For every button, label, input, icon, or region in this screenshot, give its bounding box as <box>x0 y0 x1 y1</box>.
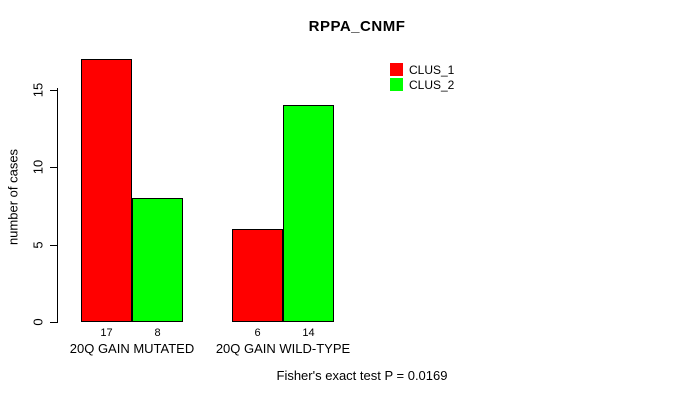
bar-value-label: 8 <box>154 327 161 339</box>
y-tick-label: 15 <box>30 82 46 98</box>
legend-item-clus_2: CLUS_2 <box>390 77 454 92</box>
legend-swatch-icon <box>390 78 403 91</box>
legend-label: CLUS_1 <box>409 62 455 77</box>
bar-value-label: 17 <box>100 327 113 339</box>
y-tick-mark <box>50 89 57 91</box>
legend-label: CLUS_2 <box>409 77 455 92</box>
legend-item-clus_1: CLUS_1 <box>390 62 454 77</box>
bar-clus_1-group1 <box>81 59 132 322</box>
y-tick-label: 0 <box>30 318 46 326</box>
y-tick-mark <box>50 322 57 323</box>
chart-title: RPPA_CNMF <box>308 18 406 35</box>
y-tick-mark <box>50 167 57 169</box>
bar-clus_2-group1 <box>132 198 183 322</box>
y-tick-mark <box>50 244 57 246</box>
x-category-label: 20Q GAIN MUTATED <box>69 341 195 356</box>
y-axis-line <box>57 88 58 323</box>
bar-clus_2-group2 <box>283 105 334 322</box>
bar-value-label: 14 <box>302 327 315 339</box>
x-category-label: 20Q GAIN WILD-TYPE <box>215 341 351 356</box>
y-tick-label: 10 <box>30 160 46 175</box>
annotation-text: Fisher's exact test P = 0.0169 <box>276 368 448 383</box>
bar-clus_1-group2 <box>232 229 283 322</box>
bar-value-label: 6 <box>254 327 261 339</box>
legend: CLUS_1 CLUS_2 <box>390 62 454 92</box>
y-axis-title: number of cases <box>5 148 21 246</box>
y-tick-label: 5 <box>30 241 46 249</box>
legend-swatch-icon <box>390 63 403 76</box>
